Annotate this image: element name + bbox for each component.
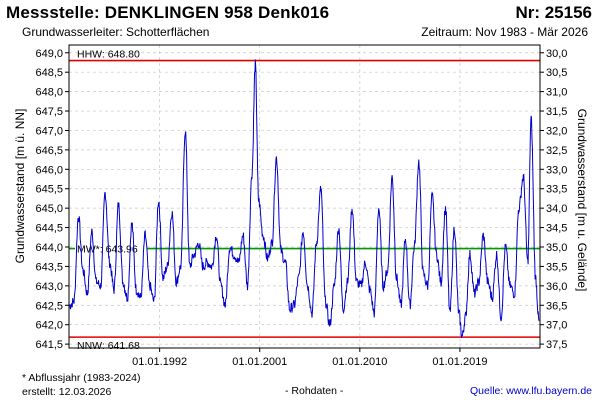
y-tick-label-right: 36,0 [546,281,567,293]
y-tick-label-left: 648,0 [35,87,63,99]
y-tick-label-right: 35,0 [546,242,567,254]
plot-frame [68,44,541,349]
period-label: Zeitraum: Nov 1983 - Mär 2026 [421,25,588,39]
y-tick-label-right: 37,5 [546,339,567,351]
reference-line-label: HHW: 648.80 [77,49,140,61]
y-tick-label-right: 33,5 [546,184,567,196]
x-tick-label: 01.01.2019 [432,356,487,368]
reference-lines-layer: HHW: 648.80 MW*: 643.96 NNW: 641.68 [69,49,540,352]
y-tick-label-right: 34,5 [546,223,567,235]
y-tick-label-left: 648,5 [35,67,63,79]
y-tick-label-right: 30,5 [546,67,567,79]
series-layer [69,59,540,339]
reference-line-label: NNW: 641.68 [77,340,140,352]
grid-layer [69,45,540,348]
y-tick-label-left: 642,0 [35,320,63,332]
y-tick-label-right: 31,0 [546,87,567,99]
y-tick-label-left: 647,0 [35,125,63,137]
y-tick-label-left: 642,5 [35,300,63,312]
y-tick-label-left: 643,5 [35,261,63,273]
aquifer-label: Grundwasserleiter: Schotterflächen [22,25,210,39]
y-axis-label-right: Grundwasserstand [m u. Gelände] [575,109,589,292]
y-tick-label-left: 645,5 [35,184,63,196]
source-link[interactable]: Quelle: www.lfu.bayern.de [470,385,592,397]
y-tick-label-right: 32,5 [546,145,567,157]
x-tick-label: 01.01.1992 [132,356,187,368]
station-number: Nr: 25156 [515,3,592,22]
reference-line-label: MW*: 643.96 [77,244,138,256]
tick-layer: 641,5 642,0 642,5 643,0 643,5 644,0 644,5 645,0… [35,48,567,368]
y-tick-label-left: 647,5 [35,106,63,118]
x-tick-label: 01.01.2001 [232,356,287,368]
y-tick-label-right: 32,0 [546,125,567,137]
raw-data-label: - Rohdaten - [285,385,344,397]
y-tick-label-right: 37,0 [546,320,567,332]
created-date: erstellt: 12.03.2026 [22,386,112,398]
y-axis-label-left: Grundwasserstand [m ü. NN] [13,109,27,264]
y-tick-label-left: 646,0 [35,164,63,176]
y-tick-label-left: 645,0 [35,203,63,215]
y-tick-label-left: 641,5 [35,339,63,351]
y-tick-label-right: 34,0 [546,203,567,215]
y-tick-label-left: 646,5 [35,145,63,157]
y-tick-label-left: 644,5 [35,223,63,235]
footnote: * Abflussjahr (1983-2024) [22,372,141,384]
page-title: Messstelle: DENKLINGEN 958 Denk016 [6,3,330,22]
y-tick-label-right: 35,5 [546,261,567,273]
y-tick-label-left: 644,0 [35,242,63,254]
y-tick-label-left: 649,0 [35,48,63,60]
y-tick-label-right: 31,5 [546,106,567,118]
series-line [69,59,540,339]
x-tick-label: 01.01.2010 [332,356,387,368]
y-tick-label-right: 30,0 [546,48,567,60]
y-tick-label-right: 33,0 [546,164,567,176]
y-tick-label-left: 643,0 [35,281,63,293]
y-tick-label-right: 36,5 [546,300,567,312]
